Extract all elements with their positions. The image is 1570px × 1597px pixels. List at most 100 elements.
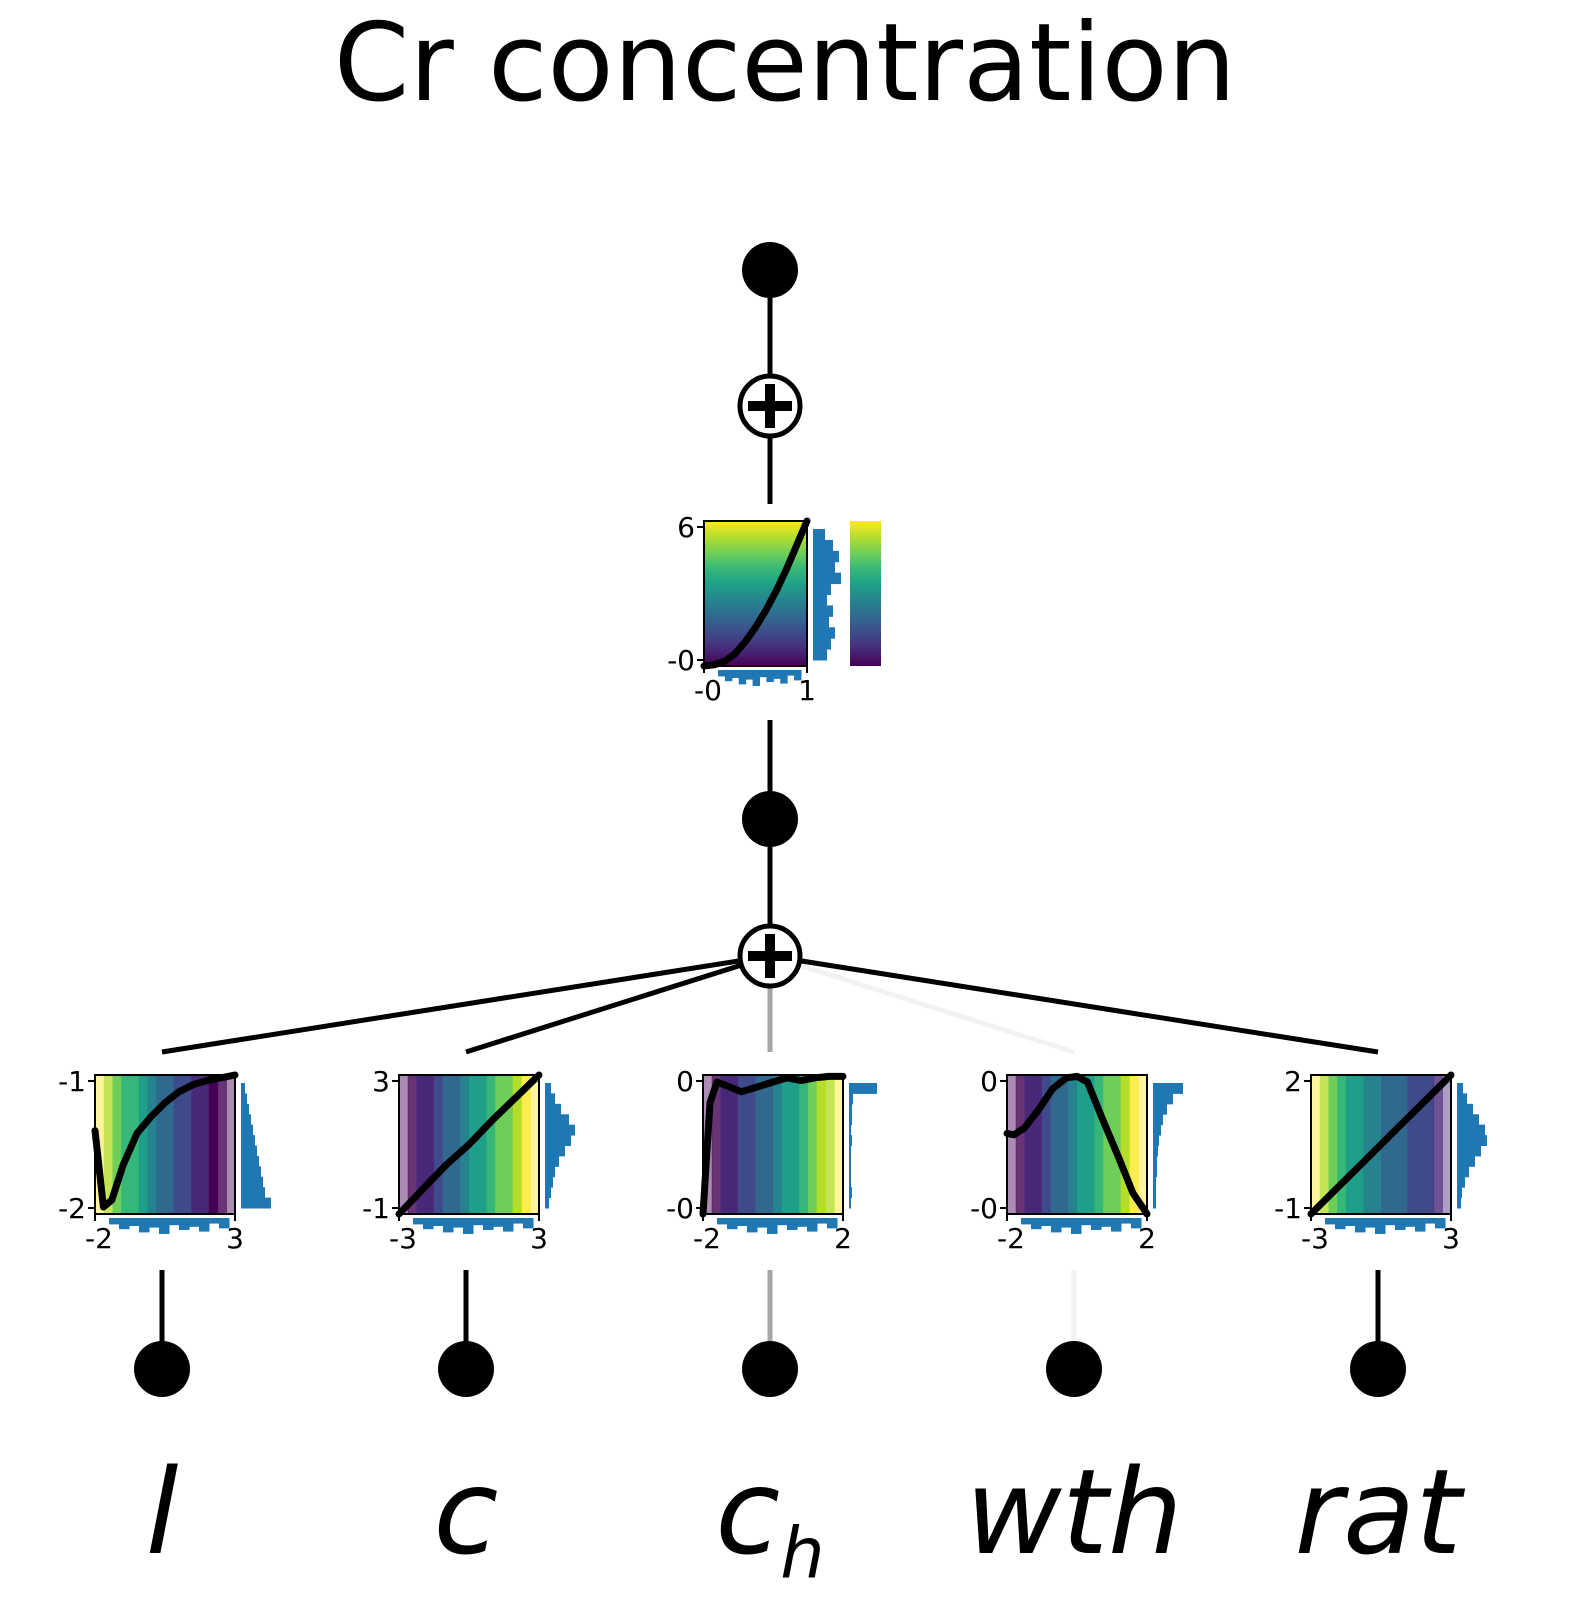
y-histogram-bar: [1457, 1114, 1479, 1126]
x-histogram-bar: [724, 670, 733, 682]
input-node-4: [1350, 1341, 1406, 1397]
y-histogram-bar: [545, 1187, 551, 1199]
y-histogram-bar: [241, 1124, 253, 1136]
x-histogram-bar: [1031, 1218, 1042, 1230]
y-histogram-bar: [849, 1187, 852, 1199]
activation-curve: [700, 517, 811, 670]
x-histogram-bar: [717, 1218, 728, 1225]
edge-sum-input-1: [465, 953, 771, 1055]
x-tick-label: 3: [226, 1222, 244, 1255]
color-band: [1015, 1075, 1026, 1214]
input-function-plot-3: -2 2 0 -0: [970, 1065, 1183, 1255]
plot-frame: [94, 1074, 236, 1215]
x-histogram-bar: [727, 1218, 738, 1230]
x-histogram-bar: [423, 1218, 434, 1230]
y-histogram-bar: [1153, 1114, 1163, 1126]
x-histogram-bar: [119, 1218, 130, 1230]
color-band: [521, 1075, 531, 1214]
color-band: [1042, 1075, 1052, 1214]
color-band: [1120, 1075, 1131, 1214]
y-tick-label: -0: [666, 1192, 694, 1225]
plus-icon: [748, 384, 792, 428]
x-histogram-bar: [1111, 1218, 1122, 1232]
y-histogram-bar: [1153, 1166, 1157, 1178]
x-histogram-bar: [787, 670, 795, 676]
plot-frame: [1006, 1074, 1148, 1215]
diagram-title: Cr concentration: [333, 1, 1237, 126]
x-histogram-bar: [129, 1218, 140, 1226]
y-histogram-bar: [545, 1176, 553, 1188]
x-histogram-bar: [1325, 1218, 1336, 1225]
y-histogram-bar: [241, 1083, 245, 1094]
color-band: [1085, 1075, 1096, 1214]
y-tick-label: -0: [667, 644, 695, 677]
y-histogram-bar: [241, 1114, 251, 1126]
color-band: [1077, 1075, 1087, 1214]
color-band: [200, 1075, 210, 1214]
color-band: [711, 1075, 722, 1214]
x-histogram-bar: [413, 1218, 424, 1225]
color-band: [1007, 1075, 1017, 1214]
color-band: [738, 1075, 748, 1214]
y-histogram-bar: [1153, 1197, 1156, 1209]
color-band: [764, 1075, 774, 1214]
x-histogram-bar: [738, 670, 747, 685]
x-histogram-bar: [433, 1218, 444, 1226]
x-histogram-bar: [179, 1218, 190, 1230]
y-histogram-bar: [1153, 1145, 1158, 1157]
color-band: [1407, 1075, 1417, 1214]
color-band: [451, 1075, 461, 1214]
y-histogram-bar: [849, 1145, 851, 1157]
plot-frame: [1310, 1074, 1452, 1215]
x-histogram-bar: [827, 1218, 838, 1229]
y-tick-label: 2: [1284, 1065, 1302, 1098]
x-histogram-bar: [1405, 1218, 1416, 1227]
y-histogram-bar: [1457, 1187, 1462, 1199]
plot-frame: [398, 1074, 540, 1215]
y-histogram-bar: [1457, 1176, 1465, 1188]
y-histogram-bar: [849, 1083, 877, 1094]
y-histogram-bar: [813, 627, 835, 639]
x-histogram-bar: [737, 1218, 748, 1226]
color-band: [182, 1075, 192, 1214]
x-histogram-bar: [807, 1218, 818, 1232]
color-band: [208, 1075, 219, 1214]
x-histogram-bar: [794, 670, 802, 681]
x-tick-label: -2: [85, 1222, 113, 1255]
color-band: [746, 1075, 757, 1214]
y-histogram-bar: [1457, 1197, 1461, 1209]
y-histogram-bar: [813, 605, 833, 617]
y-histogram-bar: [1153, 1155, 1157, 1167]
activation-curve: [1003, 1072, 1151, 1218]
input-node-0: [134, 1341, 190, 1397]
x-histogram-bar: [780, 670, 788, 684]
y-histogram-bar: [813, 594, 827, 606]
x-tick-label: -3: [389, 1222, 417, 1255]
x-histogram-bar: [209, 1218, 220, 1224]
x-tick-label: 2: [834, 1222, 852, 1255]
y-histogram-bar: [1457, 1103, 1473, 1115]
x-histogram-bar: [1395, 1218, 1406, 1230]
y-histogram-bar: [241, 1197, 271, 1209]
color-band: [1050, 1075, 1061, 1214]
color-band: [1389, 1075, 1400, 1214]
color-band: [1328, 1075, 1338, 1214]
y-histogram-bar: [241, 1103, 249, 1115]
y-histogram-bar: [545, 1166, 555, 1178]
color-band: [1346, 1075, 1356, 1214]
y-histogram-bar: [241, 1187, 265, 1199]
x-histogram-bar: [493, 1218, 504, 1227]
y-tick-label: -1: [1274, 1192, 1302, 1225]
color-band: [773, 1075, 783, 1214]
x-histogram-bar: [777, 1218, 788, 1226]
color-band: [103, 1075, 114, 1214]
color-band: [720, 1075, 730, 1214]
color-band: [138, 1075, 149, 1214]
y-histogram-bar: [849, 1103, 852, 1115]
y-histogram-bar: [1153, 1187, 1156, 1199]
color-band: [834, 1075, 844, 1214]
x-histogram-bar: [1425, 1218, 1436, 1224]
input-label-c-h: ch: [715, 1443, 825, 1595]
color-band: [1416, 1075, 1426, 1214]
